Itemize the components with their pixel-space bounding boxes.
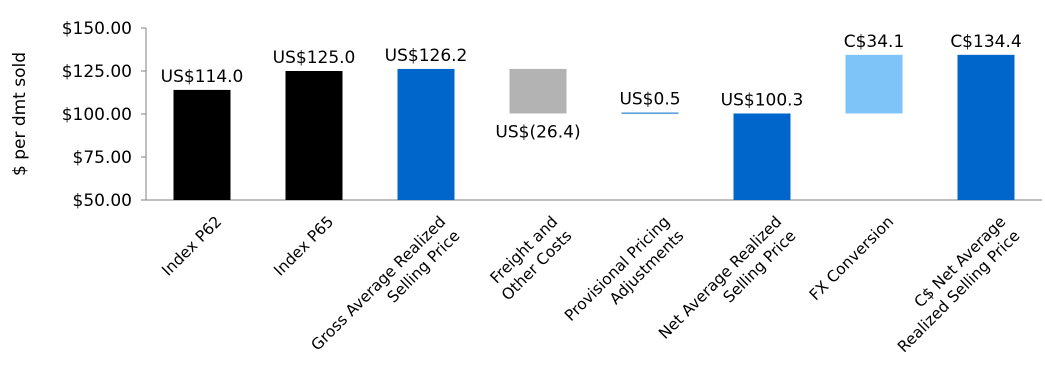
y-axis-title: $ per dmt sold	[10, 52, 30, 176]
category-label: Index P62	[158, 213, 225, 280]
bar	[173, 89, 231, 200]
bar	[509, 68, 567, 114]
category-label-line: FX Conversion	[806, 213, 897, 304]
data-label: C$34.1	[844, 32, 905, 52]
data-label: US$114.0	[161, 67, 244, 87]
data-label: US$125.0	[273, 48, 356, 68]
bar	[285, 71, 343, 200]
bar	[733, 113, 791, 200]
category-label-line: Gross Average Realized	[308, 213, 450, 355]
category-label: FX Conversion	[806, 213, 897, 304]
bar	[397, 68, 455, 200]
bar	[845, 54, 903, 114]
data-label: US$0.5	[619, 90, 680, 110]
bar	[957, 54, 1015, 200]
category-label-line: Index P65	[270, 213, 337, 280]
category-label-line: Index P62	[158, 213, 225, 280]
bar	[621, 112, 679, 114]
y-tick-label: $50.00	[73, 191, 132, 211]
category-label-line: Realized Selling Price	[894, 227, 1023, 356]
y-tick-label: $125.00	[62, 62, 132, 82]
y-tick-label: $75.00	[73, 148, 132, 168]
data-label: C$134.4	[950, 32, 1021, 52]
data-label: US$(26.4)	[495, 122, 580, 142]
category-label: Index P65	[270, 213, 337, 280]
data-label: US$126.2	[385, 46, 468, 66]
data-label: US$100.3	[721, 90, 804, 110]
y-tick-label: $100.00	[62, 105, 132, 125]
y-tick-label: $150.00	[62, 19, 132, 39]
